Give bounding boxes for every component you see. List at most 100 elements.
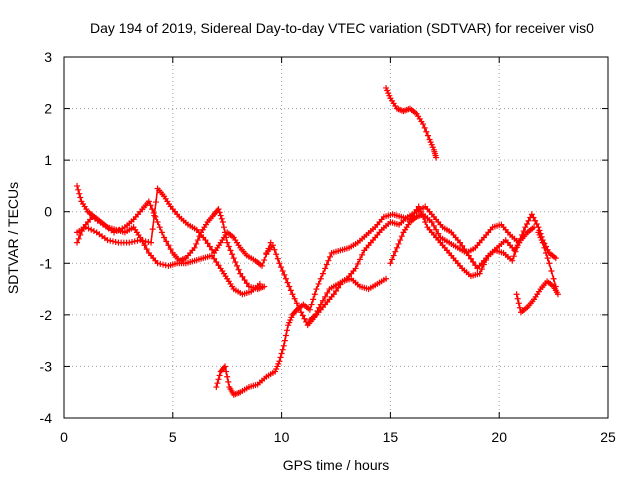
- data-point: [224, 373, 231, 380]
- data-point: [145, 198, 152, 205]
- data-point: [315, 280, 322, 287]
- data-point: [422, 219, 429, 226]
- data-point: [74, 239, 81, 246]
- data-point: [109, 238, 116, 245]
- data-point: [392, 248, 399, 255]
- data-point: [354, 260, 361, 267]
- data-point: [219, 219, 226, 226]
- data-point: [319, 297, 326, 304]
- data-point: [233, 262, 240, 269]
- data-point: [211, 255, 218, 262]
- data-point: [303, 318, 310, 325]
- y-tick-label: 2: [44, 101, 52, 117]
- data-point: [217, 212, 224, 219]
- data-point: [214, 380, 221, 387]
- data-point: [327, 253, 334, 260]
- data-point: [126, 239, 133, 246]
- data-point: [225, 378, 232, 385]
- data-point: [75, 235, 82, 242]
- data-point: [218, 215, 225, 222]
- data-point: [325, 257, 332, 264]
- data-point: [281, 337, 288, 344]
- data-point: [82, 224, 89, 231]
- data-point: [224, 239, 231, 246]
- data-point: [202, 237, 209, 244]
- data-point: [310, 296, 317, 303]
- data-point: [278, 264, 285, 271]
- data-point: [131, 238, 138, 245]
- data-point: [237, 270, 244, 277]
- y-tick-label: -1: [40, 255, 53, 271]
- data-point: [208, 246, 215, 253]
- data-point: [220, 364, 227, 371]
- data-point: [522, 224, 529, 231]
- y-tick-label: 3: [44, 49, 52, 65]
- data-point: [523, 220, 530, 227]
- data-point: [90, 228, 97, 235]
- data-point: [541, 244, 548, 251]
- data-point: [274, 255, 281, 262]
- data-point: [519, 231, 526, 238]
- data-point: [134, 237, 141, 244]
- data-point: [306, 306, 313, 313]
- data-point: [433, 226, 440, 233]
- series-track-6: [306, 275, 390, 324]
- data-point: [356, 256, 363, 263]
- data-point: [287, 287, 294, 294]
- x-axis-label: GPS time / hours: [283, 457, 390, 473]
- data-point: [213, 384, 220, 391]
- data-point: [225, 243, 232, 250]
- data-point: [319, 270, 326, 277]
- plot-frame: [63, 56, 609, 419]
- data-point: [395, 240, 402, 247]
- data-point: [193, 240, 200, 247]
- data-point: [160, 261, 167, 268]
- data-point: [149, 206, 156, 213]
- data-point: [215, 206, 222, 213]
- data-point: [279, 268, 286, 275]
- data-point: [158, 229, 165, 236]
- data-point: [216, 209, 223, 216]
- data-point: [107, 237, 114, 244]
- data-point: [387, 260, 394, 267]
- data-point: [533, 220, 540, 227]
- data-point: [514, 295, 521, 302]
- data-point: [520, 228, 527, 235]
- data-point: [433, 154, 440, 161]
- data-point: [528, 211, 535, 218]
- data-point: [282, 275, 289, 282]
- data-point: [550, 275, 557, 282]
- data-point: [322, 293, 329, 300]
- data-point: [280, 342, 287, 349]
- data-point: [397, 237, 404, 244]
- data-point: [542, 249, 549, 256]
- x-tick-label: 5: [169, 429, 177, 445]
- data-point: [337, 281, 344, 288]
- data-point: [213, 258, 220, 265]
- data-point: [284, 279, 291, 286]
- y-tick-label: -4: [40, 410, 53, 426]
- data-point: [241, 277, 248, 284]
- data-point: [311, 291, 318, 298]
- data-point: [276, 260, 283, 267]
- data-point: [243, 280, 250, 287]
- data-point: [230, 255, 237, 262]
- data-point: [261, 257, 268, 264]
- data-point: [148, 239, 155, 246]
- data-point: [286, 283, 293, 290]
- data-point: [515, 300, 522, 307]
- data-point: [151, 212, 158, 219]
- data-point: [191, 244, 198, 251]
- data-point: [141, 242, 148, 249]
- data-point: [235, 266, 242, 273]
- data-point: [129, 239, 135, 246]
- data-point: [227, 247, 234, 254]
- data-point: [515, 239, 522, 246]
- data-point: [163, 238, 170, 245]
- data-point: [330, 291, 337, 298]
- data-point: [261, 283, 268, 290]
- data-point: [423, 128, 430, 135]
- data-point: [323, 261, 330, 268]
- data-point: [359, 251, 366, 258]
- data-point: [510, 253, 517, 260]
